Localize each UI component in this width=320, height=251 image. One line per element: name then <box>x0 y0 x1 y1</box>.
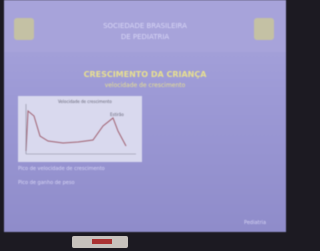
photo: SOCIEDADE BRASILEIRA DE PEDIATRIA CRESCI… <box>0 0 292 251</box>
header-line: DE PEDIATRIA <box>4 33 286 41</box>
slide-header: SOCIEDADE BRASILEIRA DE PEDIATRIA <box>4 0 286 52</box>
curve <box>26 111 126 151</box>
header-line: SOCIEDADE BRASILEIRA <box>4 22 286 30</box>
figure: Velocidade de crescimento Estirão <box>18 96 142 162</box>
slide-subtitle: velocidade de crescimento <box>4 82 286 89</box>
projection-screen: SOCIEDADE BRASILEIRA DE PEDIATRIA CRESCI… <box>4 0 286 232</box>
projector <box>72 236 128 248</box>
slide-footer: Pediatria <box>244 220 266 226</box>
slide-title: CRESCIMENTO DA CRIANÇA <box>4 70 286 79</box>
figure-plot <box>18 96 142 162</box>
axes <box>26 104 136 154</box>
bullet: Pico de ganho de peso <box>18 180 75 186</box>
bullet: Pico de velocidade de crescimento <box>18 166 105 172</box>
